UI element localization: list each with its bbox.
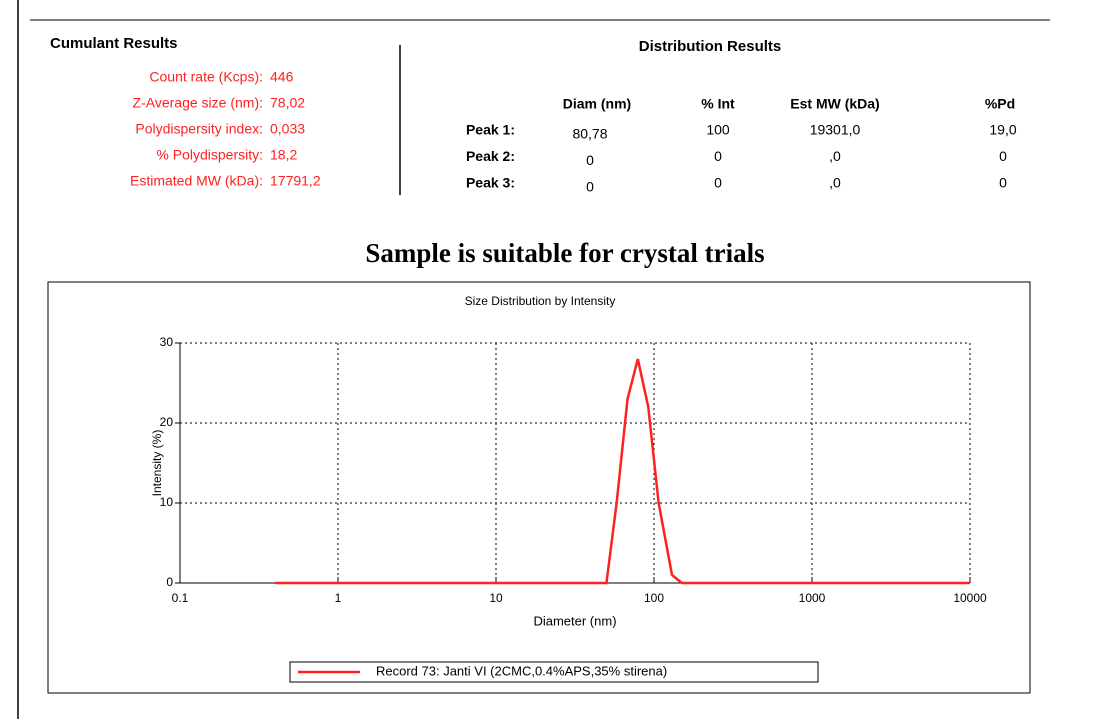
peak-label: Peak 1: — [466, 122, 515, 138]
distribution-title: Distribution Results — [639, 38, 782, 55]
verdict: Sample is suitable for crystal trials — [365, 238, 764, 268]
cumulant-value: 0,033 — [270, 121, 305, 137]
x-axis-label: Diameter (nm) — [533, 613, 616, 628]
peak-cell: 0 — [999, 148, 1007, 164]
cumulant-label: Z-Average size (nm): — [133, 95, 263, 111]
column-header: %Pd — [985, 96, 1015, 112]
cumulant-label: Count rate (Kcps): — [149, 69, 263, 85]
peak-cell: 100 — [706, 122, 730, 138]
column-header: Est MW (kDa) — [790, 96, 879, 112]
chart-title: Size Distribution by Intensity — [465, 294, 616, 308]
x-tick-label: 10 — [489, 591, 503, 605]
column-header: % Int — [701, 96, 735, 112]
peak-cell: 80,78 — [572, 126, 607, 142]
y-tick-label: 10 — [160, 495, 174, 509]
peak-cell: ,0 — [829, 175, 841, 191]
legend-label: Record 73: Janti VI (2CMC,0.4%APS,35% st… — [376, 663, 667, 678]
peak-cell: 0 — [714, 148, 722, 164]
cumulant-label: Polydispersity index: — [135, 121, 263, 137]
peak-label: Peak 2: — [466, 148, 515, 164]
x-tick-label: 10000 — [953, 591, 987, 605]
peak-label: Peak 3: — [466, 175, 515, 191]
peak-cell: 0 — [714, 175, 722, 191]
peak-cell: 0 — [586, 152, 594, 168]
peak-cell: 0 — [999, 175, 1007, 191]
x-tick-label: 100 — [644, 591, 664, 605]
cumulant-value: 18,2 — [270, 147, 297, 163]
cumulant-label: Estimated MW (kDa): — [130, 173, 263, 189]
series-line — [275, 358, 970, 585]
cumulant-label: % Polydispersity: — [156, 147, 263, 163]
y-tick-label: 0 — [166, 575, 173, 589]
cumulant-value: 78,02 — [270, 95, 305, 111]
x-tick-label: 0.1 — [172, 591, 189, 605]
column-header: Diam (nm) — [563, 96, 631, 112]
chart-frame — [47, 281, 1031, 694]
y-tick-label: 20 — [160, 415, 174, 429]
peak-cell: 19,0 — [989, 122, 1016, 138]
cumulant-value: 17791,2 — [270, 173, 321, 189]
x-tick-label: 1 — [335, 591, 342, 605]
y-tick-label: 30 — [160, 335, 174, 349]
peak-cell: ,0 — [829, 148, 841, 164]
peak-cell: 19301,0 — [810, 122, 861, 138]
cumulant-value: 446 — [270, 69, 294, 85]
legend-box — [289, 661, 819, 683]
x-tick-label: 1000 — [799, 591, 826, 605]
peak-cell: 0 — [586, 179, 594, 195]
y-axis-label: Intensity (%) — [150, 430, 164, 497]
cumulant-title: Cumulant Results — [50, 35, 178, 52]
